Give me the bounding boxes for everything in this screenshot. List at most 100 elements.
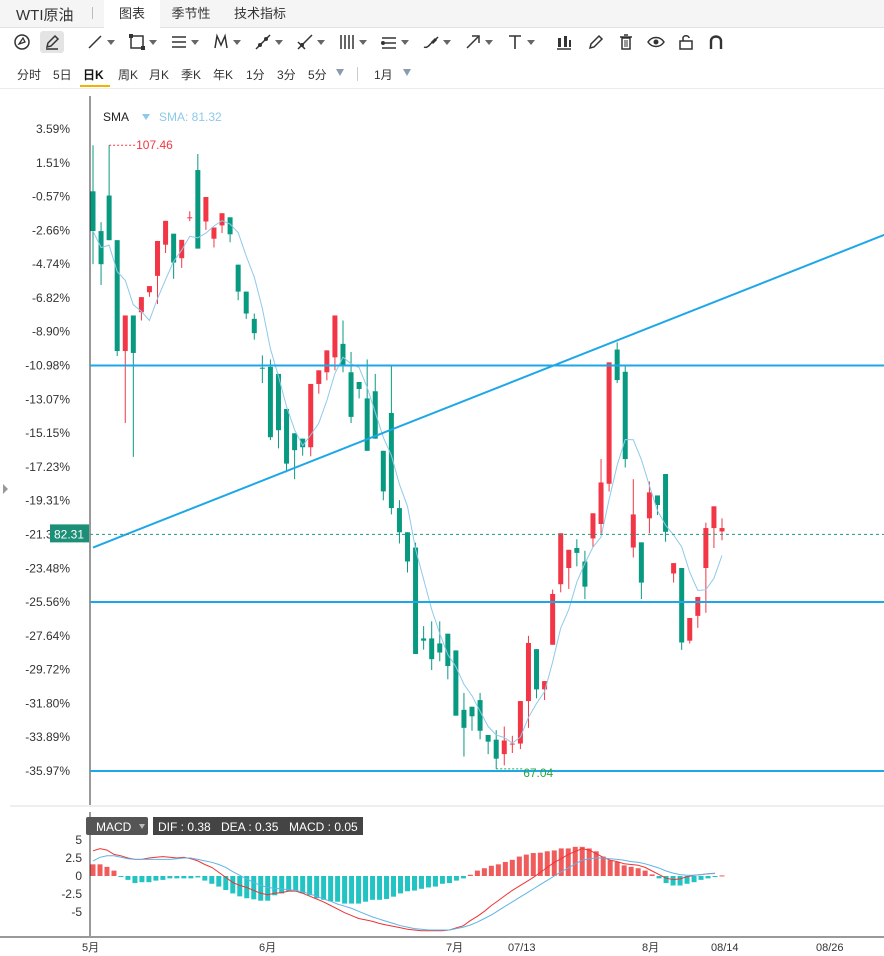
period-range-caret[interactable] xyxy=(403,69,411,76)
candle-style-icon[interactable] xyxy=(552,31,576,53)
cross-line-icon[interactable] xyxy=(292,31,328,53)
period-5min[interactable]: 5分 xyxy=(308,68,327,82)
candle-body xyxy=(171,233,177,263)
macd-hist-bar xyxy=(460,876,466,879)
period-5day[interactable]: 5日 xyxy=(53,68,72,82)
macd-hist-bar xyxy=(698,876,704,880)
macd-hist-bar xyxy=(628,866,634,876)
macd-hist-bar xyxy=(251,876,257,900)
tab-seasonality[interactable]: 季节性 xyxy=(171,6,211,21)
macd-hist-bar xyxy=(174,876,180,879)
candle-body xyxy=(211,227,217,239)
ray-line-icon[interactable] xyxy=(250,31,286,53)
period-yearly[interactable]: 年K xyxy=(213,68,234,82)
channel-icon[interactable] xyxy=(376,31,412,53)
app-title: WTI原油 xyxy=(16,7,74,24)
x-tick-label: 08/26 xyxy=(816,942,844,954)
title-separator xyxy=(92,7,93,19)
macd-hist-bar xyxy=(125,876,131,880)
pattern-icon[interactable] xyxy=(208,31,244,53)
eye-icon[interactable] xyxy=(644,31,668,53)
candle-body xyxy=(187,217,193,219)
macd-hist-bar xyxy=(670,876,676,886)
candle-body xyxy=(300,438,306,448)
candle-body xyxy=(461,709,467,728)
period-range-select[interactable]: 1月 xyxy=(374,68,393,82)
text-icon[interactable] xyxy=(502,31,538,53)
candle-body xyxy=(90,191,96,232)
tab-chart[interactable]: 图表 xyxy=(104,0,160,29)
macd-hist-bar xyxy=(293,876,299,891)
candle-body xyxy=(671,563,677,574)
macd-y-tick-label: 2.5 xyxy=(65,851,82,865)
period-3min[interactable]: 3分 xyxy=(277,68,296,82)
tab-technical-indicators[interactable]: 技术指标 xyxy=(233,6,286,21)
period-quarterly[interactable]: 季K xyxy=(181,68,202,82)
macd-hist-bar xyxy=(705,876,711,879)
macd-hist-bar xyxy=(502,861,508,876)
macd-caret-icon[interactable] xyxy=(139,824,145,829)
cursor-target-icon[interactable] xyxy=(10,31,34,53)
macd-y-tick-label: 0 xyxy=(75,869,82,883)
candle-body xyxy=(267,366,273,438)
macd-hist-bar xyxy=(530,853,536,876)
trend-line-icon[interactable] xyxy=(82,31,118,53)
fibonacci-icon[interactable] xyxy=(334,31,370,53)
candle-body xyxy=(340,343,346,366)
pen-icon[interactable] xyxy=(584,31,608,53)
candle-body xyxy=(485,734,491,742)
macd-y-tick-label: -2.5 xyxy=(61,887,82,901)
macd-hist-bar xyxy=(335,876,341,902)
macd-hist-bar xyxy=(391,876,397,897)
macd-hist-bar xyxy=(565,848,571,876)
y-tick-label: -13.07% xyxy=(25,392,70,406)
macd-hist-bar xyxy=(537,852,543,876)
candle-body xyxy=(630,514,636,548)
candle-body xyxy=(114,240,120,352)
macd-hist-bar xyxy=(146,876,152,883)
candle-body xyxy=(654,495,660,506)
macd-hist-bar xyxy=(439,876,445,884)
macd-indicator-select[interactable] xyxy=(86,817,148,835)
y-tick-label: 3.59% xyxy=(36,122,70,136)
candle-body xyxy=(243,291,249,314)
period-timeshare[interactable]: 分时 xyxy=(17,68,42,82)
macd-name[interactable]: MACD xyxy=(96,820,132,834)
arrow-icon[interactable] xyxy=(460,31,496,53)
rectangle-icon[interactable] xyxy=(124,31,160,53)
trend-line[interactable] xyxy=(92,197,884,549)
macd-hist-bar xyxy=(446,876,452,884)
period-daily[interactable]: 日K xyxy=(83,68,104,82)
low-marker-label: 67.04 xyxy=(523,766,553,780)
brush-icon[interactable] xyxy=(418,31,454,53)
candle-body xyxy=(348,372,354,417)
period-monthly[interactable]: 月K xyxy=(149,68,170,82)
indicator-caret-icon[interactable] xyxy=(142,114,150,120)
macd-hist-bar xyxy=(104,866,110,876)
candle-body xyxy=(380,450,386,492)
magnet-icon[interactable] xyxy=(704,31,728,53)
sidebar-expand-icon[interactable] xyxy=(3,484,8,494)
period-weekly[interactable]: 周K xyxy=(118,68,139,82)
drawing-toolbar xyxy=(0,28,884,57)
macd-hist-bar xyxy=(272,876,278,896)
period-more-caret[interactable] xyxy=(336,69,344,76)
candle-body xyxy=(550,593,556,645)
parallel-lines-icon[interactable] xyxy=(166,31,202,53)
candle-body xyxy=(179,239,185,259)
candle-body xyxy=(437,643,443,653)
candle-body xyxy=(566,549,572,568)
period-1min[interactable]: 1分 xyxy=(246,68,265,82)
macd-hist-bar xyxy=(356,876,362,904)
macd-hist-bar xyxy=(97,864,103,876)
lock-icon[interactable] xyxy=(674,31,698,53)
macd-hist-bar xyxy=(132,876,138,884)
macd-hist-bar xyxy=(411,876,417,891)
pencil-edit-icon[interactable] xyxy=(40,31,64,53)
macd-hist-bar xyxy=(544,851,550,876)
trash-icon[interactable] xyxy=(614,31,638,53)
macd-macd-label: MACD : 0.05 xyxy=(289,820,358,834)
indicator-name[interactable]: SMA xyxy=(103,110,129,124)
candle-body xyxy=(219,213,225,226)
